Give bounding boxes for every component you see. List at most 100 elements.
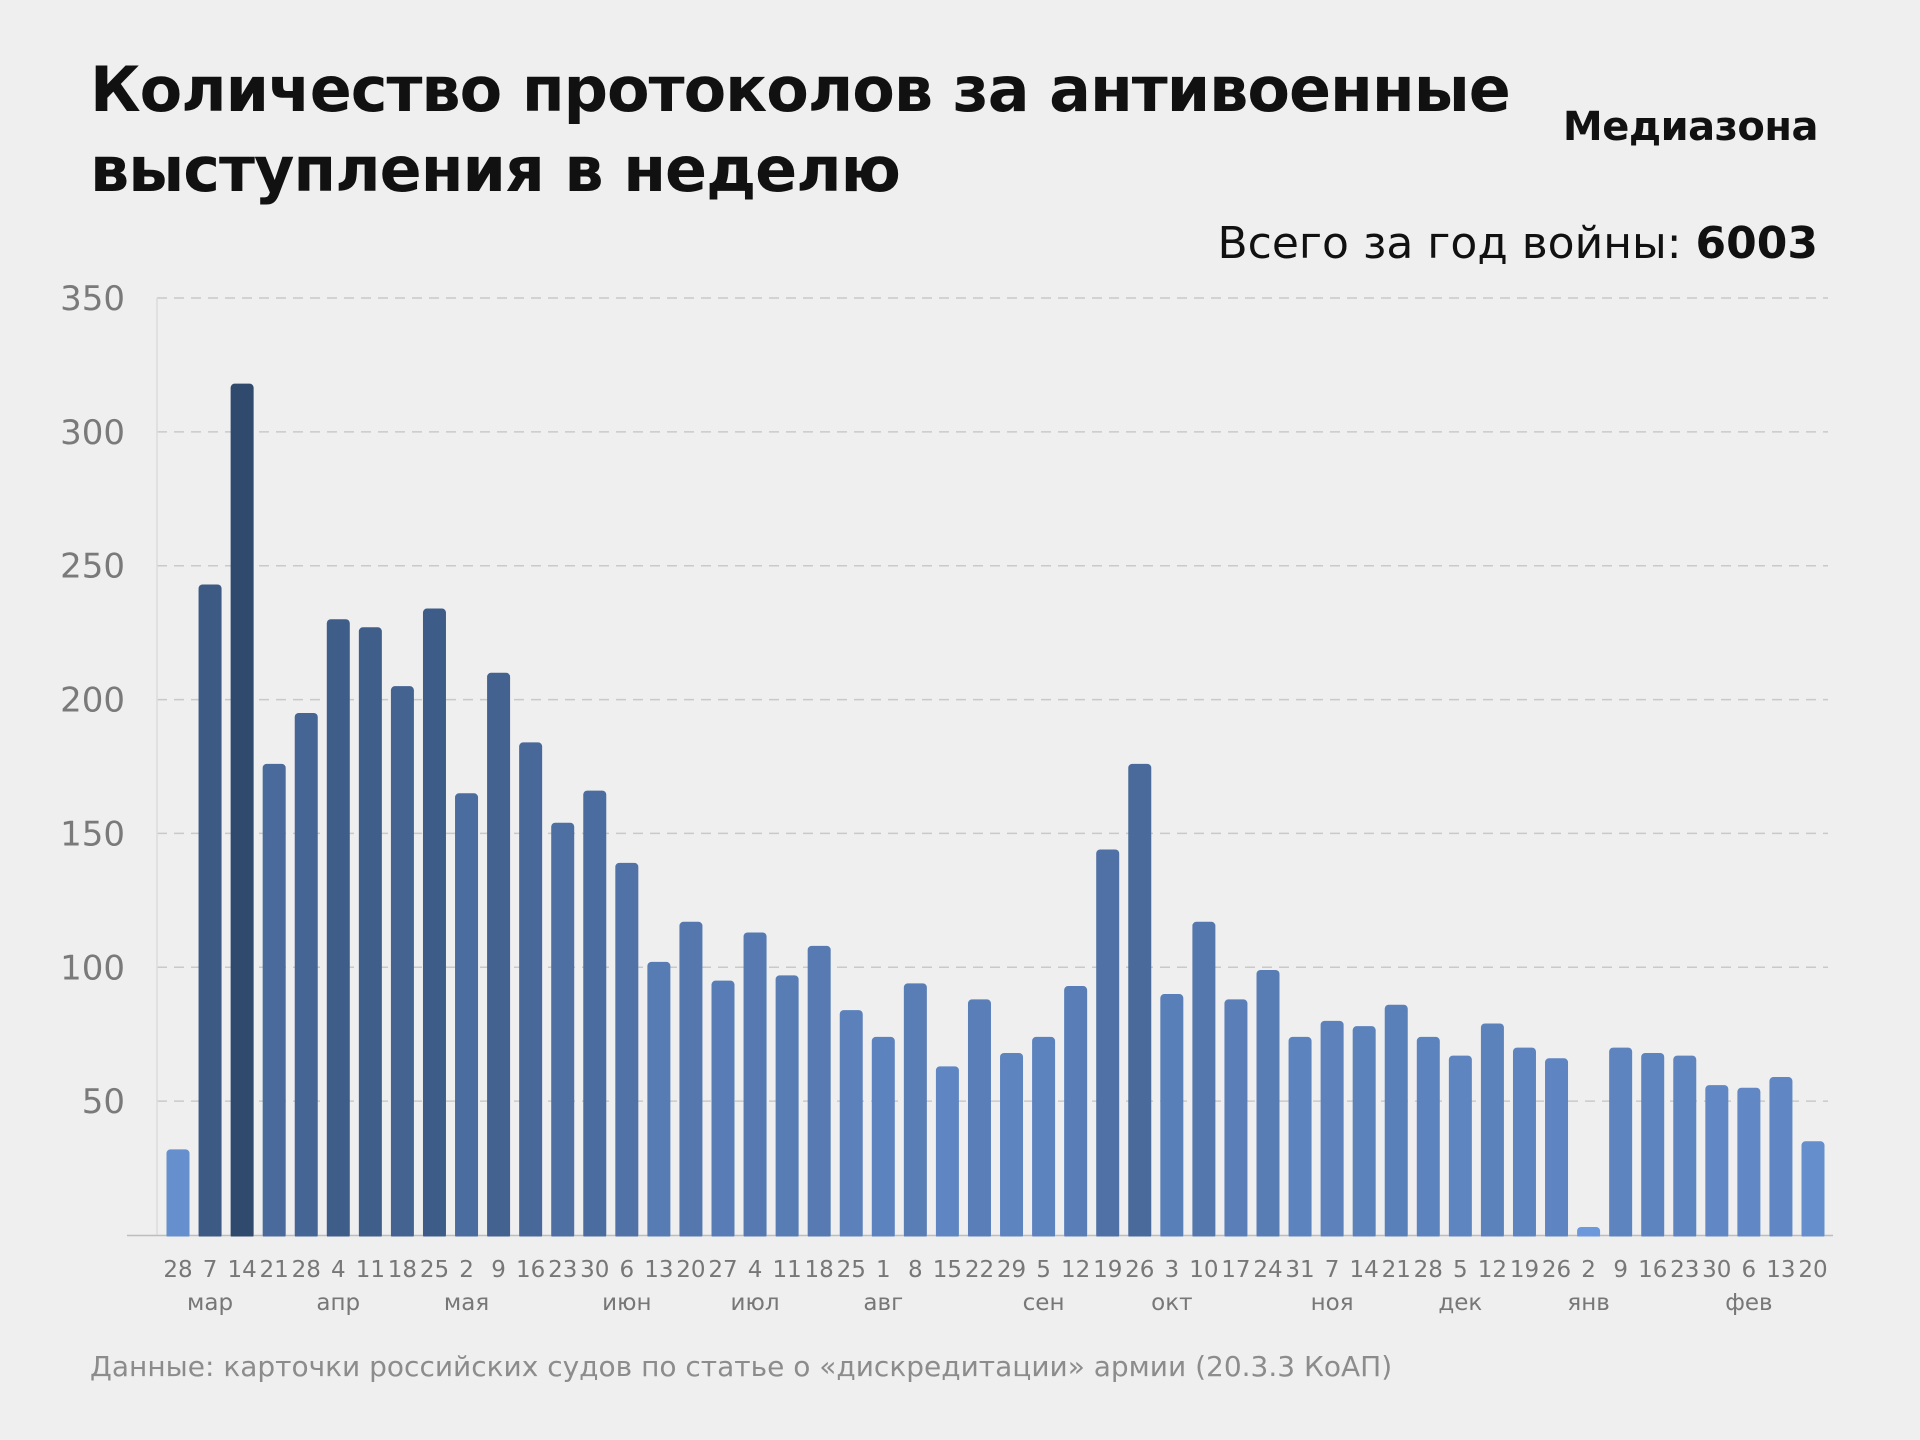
x-tick-label: 1 (876, 1257, 891, 1283)
y-tick-label: 250 (60, 547, 125, 587)
x-tick-label: 4 (331, 1257, 346, 1283)
month-label: сен (1023, 1290, 1065, 1316)
x-tick-label: 17 (1221, 1257, 1250, 1283)
x-tick-label: 2 (1581, 1257, 1596, 1283)
bar (1224, 999, 1248, 1239)
x-tick-label: 20 (1798, 1257, 1827, 1283)
bar (551, 822, 575, 1239)
month-label: дек (1438, 1290, 1482, 1316)
x-tick-label: 25 (420, 1257, 449, 1283)
bar (1448, 1055, 1472, 1239)
bar (1384, 1004, 1408, 1239)
x-tick-label: 6 (1742, 1257, 1757, 1283)
x-tick-label: 22 (965, 1257, 994, 1283)
bar (326, 619, 350, 1239)
bar (1128, 763, 1152, 1239)
bar (1801, 1141, 1825, 1239)
chart-title: Количество протоколов за антивоенные выс… (90, 53, 1511, 206)
month-label: окт (1151, 1290, 1192, 1316)
x-tick-label: 23 (1670, 1257, 1699, 1283)
bar (839, 1010, 863, 1239)
x-tick-label: 28 (1414, 1257, 1443, 1283)
y-tick-label: 150 (60, 814, 125, 854)
x-axis-ticks: 28 7 14 21 28 4 11 18 25 2 9 16 23 30 6 13 20 27 4 11 18 25 1 8… (163, 1257, 1827, 1283)
bar (519, 742, 543, 1239)
x-tick-label: 21 (1382, 1257, 1411, 1283)
x-tick-label: 14 (227, 1257, 256, 1283)
month-label: мар (187, 1290, 233, 1316)
bar (487, 672, 511, 1239)
bar (1577, 1226, 1601, 1239)
x-tick-label: 19 (1510, 1257, 1539, 1283)
total-value: 6003 (1695, 218, 1818, 269)
bar (422, 608, 446, 1239)
y-tick-label: 50 (82, 1082, 125, 1122)
bar (1352, 1026, 1376, 1239)
bar (230, 383, 254, 1239)
bar (1416, 1036, 1440, 1239)
bar (358, 627, 382, 1239)
month-label: ноя (1311, 1290, 1354, 1316)
bar (390, 686, 414, 1239)
bar (1737, 1087, 1761, 1239)
x-tick-label: 21 (260, 1257, 289, 1283)
x-tick-label: 26 (1542, 1257, 1571, 1283)
y-tick-label: 300 (60, 413, 125, 453)
x-tick-label: 30 (580, 1257, 609, 1283)
x-tick-label: 6 (620, 1257, 635, 1283)
x-tick-label: 30 (1702, 1257, 1731, 1283)
bar (647, 961, 671, 1239)
x-tick-label: 28 (292, 1257, 321, 1283)
bar (1512, 1047, 1536, 1239)
bars (117, 383, 1848, 1243)
bar (1480, 1023, 1504, 1239)
x-tick-label: 23 (548, 1257, 577, 1283)
x-tick-label: 28 (163, 1257, 192, 1283)
bar (294, 712, 318, 1239)
bar (1032, 1036, 1056, 1239)
month-label: фев (1725, 1290, 1772, 1316)
x-tick-label: 3 (1165, 1257, 1180, 1283)
bar (807, 945, 831, 1239)
bar (615, 862, 639, 1239)
bar (775, 975, 799, 1239)
x-tick-label: 31 (1285, 1257, 1314, 1283)
bar (1096, 849, 1120, 1239)
month-label: мая (444, 1290, 489, 1316)
month-label: авг (863, 1290, 903, 1316)
x-tick-label: 14 (1350, 1257, 1379, 1283)
x-tick-label: 20 (676, 1257, 705, 1283)
bar (583, 790, 607, 1239)
x-tick-label: 13 (644, 1257, 673, 1283)
x-tick-label: 29 (997, 1257, 1026, 1283)
x-tick-label: 9 (491, 1257, 506, 1283)
bar (903, 983, 927, 1239)
x-tick-label: 7 (1325, 1257, 1340, 1283)
bar (1609, 1047, 1633, 1239)
source-note: Данные: карточки российских судов по ста… (90, 1350, 1393, 1383)
y-axis-ticks: 50 100 150 200 250 300 350 (60, 279, 125, 1122)
bar (1641, 1052, 1665, 1239)
baseline-mask (117, 1236, 1848, 1243)
x-tick-label: 12 (1478, 1257, 1507, 1283)
bar (1673, 1055, 1697, 1239)
x-tick-label: 16 (516, 1257, 545, 1283)
x-tick-label: 26 (1125, 1257, 1154, 1283)
bar (166, 1149, 190, 1239)
total-label: Всего за год войны: (1217, 218, 1682, 269)
month-label: янв (1567, 1290, 1609, 1316)
y-tick-label: 100 (60, 948, 125, 988)
bar (1256, 969, 1280, 1239)
bar (935, 1066, 959, 1239)
total-summary: Всего за год войны: 6003 (1217, 218, 1818, 269)
x-tick-label: 15 (933, 1257, 962, 1283)
x-tick-label: 27 (708, 1257, 737, 1283)
x-tick-label: 13 (1766, 1257, 1795, 1283)
x-tick-label: 9 (1613, 1257, 1628, 1283)
y-tick-label: 350 (60, 279, 125, 319)
bar (711, 980, 735, 1239)
x-tick-label: 7 (203, 1257, 218, 1283)
bar (262, 763, 286, 1239)
x-tick-label: 16 (1638, 1257, 1667, 1283)
